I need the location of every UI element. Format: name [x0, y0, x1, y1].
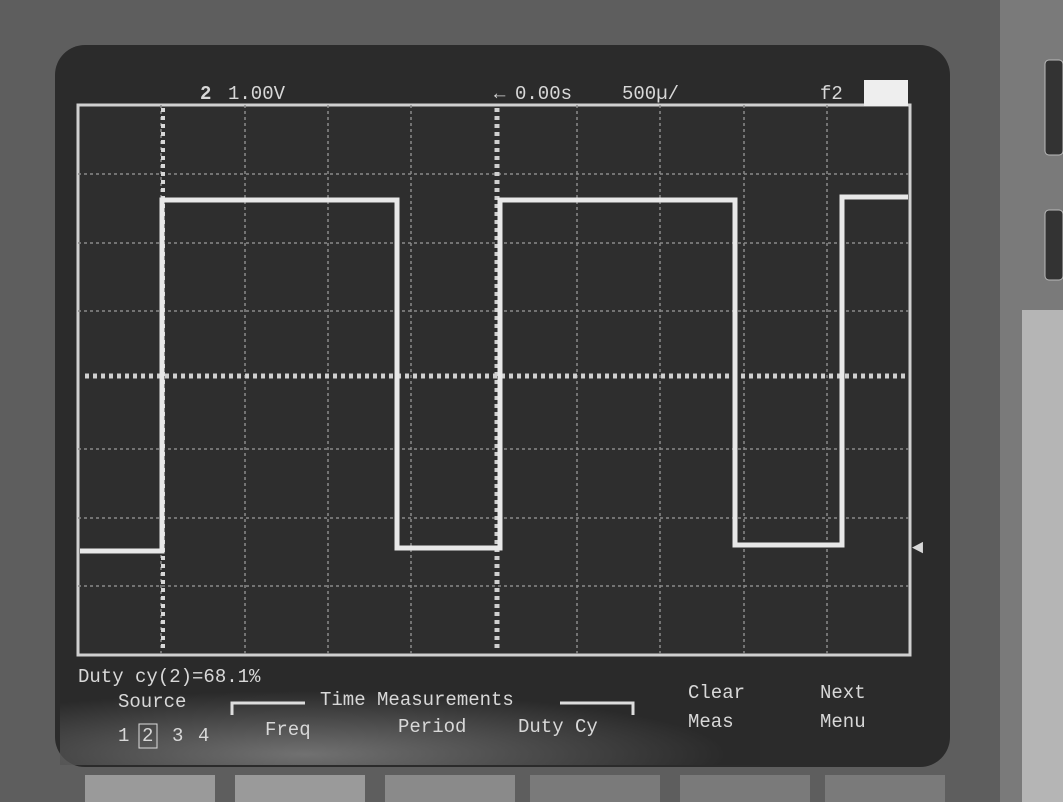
channel-number: 2: [200, 83, 211, 105]
softkey[interactable]: [235, 775, 365, 802]
softkey[interactable]: [680, 775, 810, 802]
softkey-label[interactable]: Meas: [688, 711, 734, 733]
source-option[interactable]: 4: [198, 725, 209, 747]
run-indicator: [864, 80, 908, 106]
delay-arrow: ←: [494, 83, 506, 105]
softkey[interactable]: [825, 775, 945, 802]
scope-photo: ◄ 2 1.00V ← 0.00s 500µ/ f2 Duty cy(2)=68…: [0, 0, 1063, 802]
softkey[interactable]: [385, 775, 515, 802]
side-button[interactable]: [1045, 210, 1063, 280]
softkey[interactable]: [85, 775, 215, 802]
measurement-readout: Duty cy(2)=68.1%: [78, 666, 261, 688]
ground-marker: ◄: [912, 537, 923, 559]
source-option[interactable]: 1: [118, 725, 129, 747]
softkey-label[interactable]: Duty Cy: [518, 716, 598, 738]
graticule: ◄: [78, 105, 923, 655]
softkey-label[interactable]: Menu: [820, 711, 866, 733]
source-option[interactable]: 3: [172, 725, 183, 747]
page: ◄ 2 1.00V ← 0.00s 500µ/ f2 Duty cy(2)=68…: [0, 0, 1063, 802]
delay: 0.00s: [515, 83, 572, 105]
side-button[interactable]: [1045, 60, 1063, 155]
softkey-label[interactable]: Period: [398, 716, 466, 738]
side-panel-light: [1022, 310, 1063, 802]
source-label: Source: [118, 691, 186, 713]
time-per-div: 500µ/: [622, 83, 679, 105]
source-option[interactable]: 2: [142, 725, 153, 747]
softkey-label[interactable]: Clear: [688, 682, 745, 704]
group-label: Time Measurements: [320, 689, 514, 711]
graticule-frame: [78, 105, 910, 655]
softkey[interactable]: [530, 775, 660, 802]
trigger-source: f2: [820, 83, 843, 105]
volts-per-div: 1.00V: [228, 83, 286, 105]
softkey-label[interactable]: Next: [820, 682, 866, 704]
softkey-label[interactable]: Freq: [265, 719, 311, 741]
